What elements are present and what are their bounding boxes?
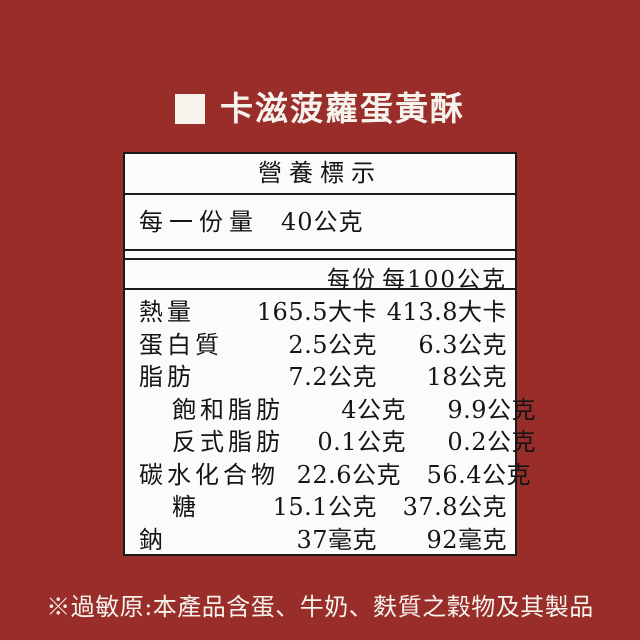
nutrient-value-per-serving: 7.2公克: [288, 363, 377, 391]
column-header-per-serving: 每份: [327, 267, 377, 293]
nutrient-label: 碳水化合物: [139, 460, 279, 489]
nutrient-label: 熱量: [139, 298, 195, 326]
table-row: 鈉 37毫克 92毫克: [125, 520, 515, 554]
nutrient-value-per-serving: 165.5大卡: [256, 298, 377, 326]
square-bullet-icon: [175, 93, 205, 124]
nutrient-value-per-100g: 9.9公克: [447, 395, 536, 424]
nutrition-label-card: 營養標示 每一份量 40公克 每份 每100公克 熱量 165.5大卡 413.…: [123, 152, 536, 556]
table-row: 蛋白質 2.5公克 6.3公克: [125, 325, 515, 359]
nutrient-label: 糖: [172, 493, 200, 521]
nutrient-label: 脂肪: [139, 363, 195, 391]
serving-size-label: 每一份量: [139, 208, 259, 236]
nutrient-value-per-100g: 413.8大卡: [386, 298, 507, 326]
nutrient-value-per-serving: 0.1公克: [317, 428, 406, 456]
column-header-row: 每份 每100公克: [125, 260, 515, 293]
nutrient-value-per-100g: 6.3公克: [418, 330, 507, 359]
nutrient-value-per-100g: 92毫克: [426, 525, 507, 554]
table-row: 糖 15.1公克 37.8公克: [125, 487, 515, 521]
table-row: 碳水化合物 22.6公克 56.4公克: [125, 455, 531, 489]
table-row: 熱量 165.5大卡 413.8大卡: [125, 292, 515, 326]
product-title: 卡滋菠蘿蛋黃酥: [220, 89, 465, 128]
nutrient-label: 飽和脂肪: [172, 395, 284, 424]
nutrition-rows: 熱量 165.5大卡 413.8大卡 蛋白質 2.5公克 6.3公克 脂肪 7.…: [125, 290, 536, 554]
nutrient-value-per-100g: 56.4公克: [426, 460, 531, 489]
table-row: 飽和脂肪 4公克 9.9公克: [125, 390, 536, 424]
double-rule-divider: [125, 251, 515, 260]
nutrition-table-title: 營養標示: [125, 154, 515, 195]
nutrient-label: 蛋白質: [139, 330, 223, 359]
nutrient-value-per-100g: 37.8公克: [402, 493, 507, 521]
serving-size-value: 40公克: [281, 208, 364, 236]
nutrient-value-per-100g: 0.2公克: [447, 428, 536, 456]
serving-size-row: 每一份量 40公克: [125, 195, 515, 251]
nutrient-value-per-serving: 2.5公克: [288, 330, 377, 359]
nutrient-value-per-serving: 37毫克: [296, 525, 377, 554]
table-row: 反式脂肪 0.1公克 0.2公克: [125, 422, 536, 456]
nutrient-value-per-100g: 18公克: [426, 363, 507, 391]
column-header-per-100g: 每100公克: [382, 267, 507, 293]
nutrient-value-per-serving: 15.1公克: [272, 493, 377, 521]
table-row: 脂肪 7.2公克 18公克: [125, 357, 515, 391]
nutrient-value-per-serving: 4公克: [341, 395, 406, 424]
allergen-note: ※過敏原:本產品含蛋、牛奶、麩質之穀物及其製品: [46, 593, 594, 621]
product-title-row: 卡滋菠蘿蛋黃酥: [0, 0, 640, 125]
nutrient-label: 鈉: [139, 525, 167, 554]
nutrient-label: 反式脂肪: [172, 428, 284, 456]
nutrient-value-per-serving: 22.6公克: [296, 460, 401, 489]
